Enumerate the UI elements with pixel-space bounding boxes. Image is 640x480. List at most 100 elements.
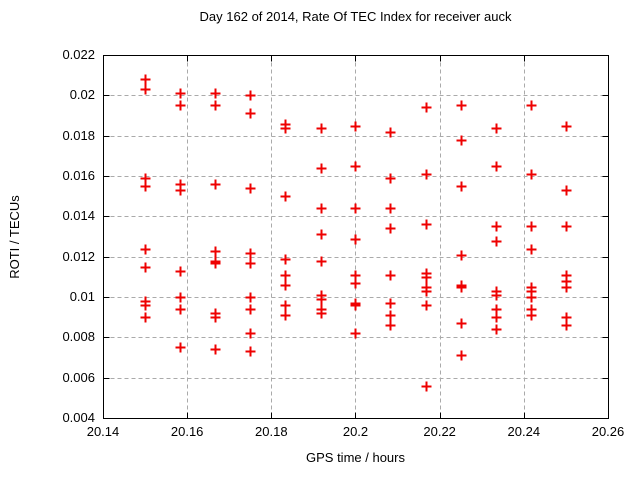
y-tick-label: 0.004 (62, 410, 95, 425)
data-point-marker (561, 282, 572, 293)
data-point-marker (421, 219, 432, 230)
data-point-marker (491, 290, 502, 301)
x-axis-label: GPS time / hours (306, 450, 405, 465)
data-point-marker (561, 320, 572, 331)
data-point-marker (350, 278, 361, 289)
data-point-marker (140, 181, 151, 192)
data-point-marker (526, 169, 537, 180)
data-point-marker (175, 100, 186, 111)
data-point-marker (175, 292, 186, 303)
data-point-marker (526, 100, 537, 111)
y-tick-label: 0.008 (62, 329, 95, 345)
x-tick-label: 20.16 (170, 424, 204, 439)
data-point-marker (350, 161, 361, 172)
data-point-marker (316, 163, 327, 174)
data-point-marker (491, 123, 502, 134)
x-tick-label: 20.14 (86, 424, 120, 439)
data-point-marker (421, 300, 432, 311)
data-point-marker (245, 248, 256, 259)
data-point-marker (210, 344, 221, 355)
data-point-marker (280, 123, 291, 134)
y-tick-label: 0.012 (62, 248, 95, 264)
data-point-marker (210, 88, 221, 99)
data-point-marker (491, 312, 502, 323)
data-point-marker (526, 310, 537, 321)
data-point-marker (210, 246, 221, 257)
x-tick-label: 20.24 (507, 424, 541, 439)
data-point-marker (210, 179, 221, 190)
data-point-marker (491, 161, 502, 172)
x-tick-label: 20.26 (591, 424, 625, 439)
data-point-marker (491, 236, 502, 247)
data-point-marker (491, 221, 502, 232)
data-point-marker (456, 318, 467, 329)
data-point-marker (245, 304, 256, 315)
data-point-marker (421, 169, 432, 180)
y-tick-label: 0.014 (62, 208, 95, 224)
data-point-marker (385, 223, 396, 234)
data-point-marker (561, 185, 572, 196)
data-point-marker (210, 258, 221, 269)
data-point-marker (456, 350, 467, 361)
y-tick-label: 0.01 (69, 289, 95, 304)
data-point-marker (385, 173, 396, 184)
data-point-marker (385, 270, 396, 281)
data-point-marker (561, 121, 572, 132)
data-point-marker (421, 102, 432, 113)
data-point-marker (140, 84, 151, 95)
data-point-marker (316, 203, 327, 214)
chart-title: Day 162 of 2014, Rate Of TEC Index for r… (199, 9, 512, 24)
data-point-marker (140, 244, 151, 255)
data-point-marker (175, 342, 186, 353)
y-tick-label: 0.022 (62, 47, 95, 62)
data-point-marker (245, 292, 256, 303)
data-point-marker (350, 234, 361, 245)
data-point-marker (350, 121, 361, 132)
data-point-marker (385, 310, 396, 321)
data-point-marker (316, 229, 327, 240)
data-point-marker (140, 262, 151, 273)
data-point-marker (385, 320, 396, 331)
y-tick-label: 0.018 (62, 127, 95, 143)
data-point-marker (456, 282, 467, 293)
data-point-marker (175, 266, 186, 277)
data-point-marker (175, 185, 186, 196)
data-point-marker (456, 135, 467, 146)
y-tick-label: 0.016 (62, 168, 95, 183)
data-point-marker (526, 292, 537, 303)
x-tick-label: 20.2 (342, 424, 369, 439)
data-point-marker (350, 328, 361, 339)
data-point-marker (280, 280, 291, 291)
data-point-marker (316, 256, 327, 267)
data-point-marker (421, 286, 432, 297)
data-point-marker (210, 312, 221, 323)
x-tick-label: 20.18 (255, 424, 288, 439)
data-point-marker (280, 310, 291, 321)
data-point-marker (316, 308, 327, 319)
data-point-marker (456, 181, 467, 192)
data-point-marker (350, 203, 361, 214)
data-point-marker (140, 74, 151, 85)
data-point-marker (385, 298, 396, 309)
data-point-marker (280, 270, 291, 281)
data-point-marker (491, 324, 502, 335)
data-point-marker (140, 312, 151, 323)
data-point-marker (140, 300, 151, 311)
y-tick-label: 0.006 (62, 369, 95, 385)
data-point-marker (456, 250, 467, 261)
data-point-marker (280, 191, 291, 202)
data-point-marker (245, 183, 256, 194)
data-point-marker (385, 127, 396, 138)
data-point-marker (280, 254, 291, 265)
data-point-marker (280, 300, 291, 311)
data-point-marker (561, 221, 572, 232)
data-point-marker (526, 244, 537, 255)
data-point-marker (175, 88, 186, 99)
data-point-marker (245, 90, 256, 101)
data-point-marker (175, 304, 186, 315)
x-tick-label: 20.22 (423, 424, 456, 439)
data-point-marker (316, 123, 327, 134)
data-point-marker (350, 300, 361, 311)
